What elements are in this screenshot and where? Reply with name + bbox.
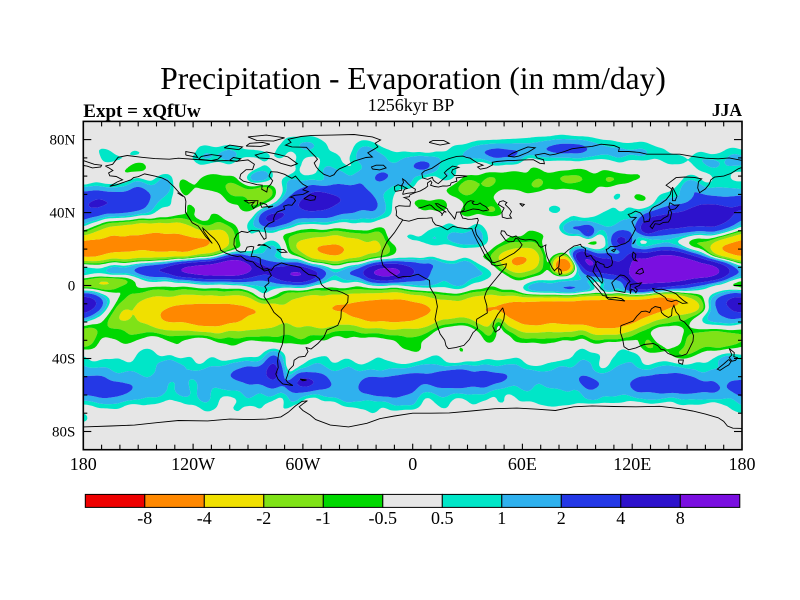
svg-text:40N: 40N [49,206,75,222]
svg-text:-2: -2 [256,508,271,528]
svg-text:120E: 120E [613,454,651,474]
svg-text:60E: 60E [508,454,537,474]
svg-text:Expt = xQfUw: Expt = xQfUw [83,101,201,122]
svg-text:40S: 40S [52,352,75,368]
svg-text:80S: 80S [52,425,75,441]
svg-text:4: 4 [616,508,625,528]
svg-text:-4: -4 [197,508,212,528]
svg-text:0: 0 [68,279,76,295]
svg-text:80N: 80N [49,133,75,149]
svg-text:180: 180 [70,454,97,474]
svg-text:2: 2 [557,508,566,528]
svg-text:120W: 120W [171,454,215,474]
svg-text:8: 8 [676,508,685,528]
svg-text:60W: 60W [285,454,320,474]
svg-text:1256kyr BP: 1256kyr BP [368,95,455,115]
svg-text:0: 0 [408,454,417,474]
svg-text:Precipitation - Evaporation (i: Precipitation - Evaporation (in mm/day) [160,61,666,96]
svg-text:0.5: 0.5 [431,508,454,528]
svg-text:-0.5: -0.5 [369,508,398,528]
svg-text:1: 1 [497,508,506,528]
svg-text:-8: -8 [137,508,152,528]
svg-text:-1: -1 [316,508,331,528]
svg-text:180: 180 [729,454,756,474]
svg-text:JJA: JJA [712,100,743,120]
